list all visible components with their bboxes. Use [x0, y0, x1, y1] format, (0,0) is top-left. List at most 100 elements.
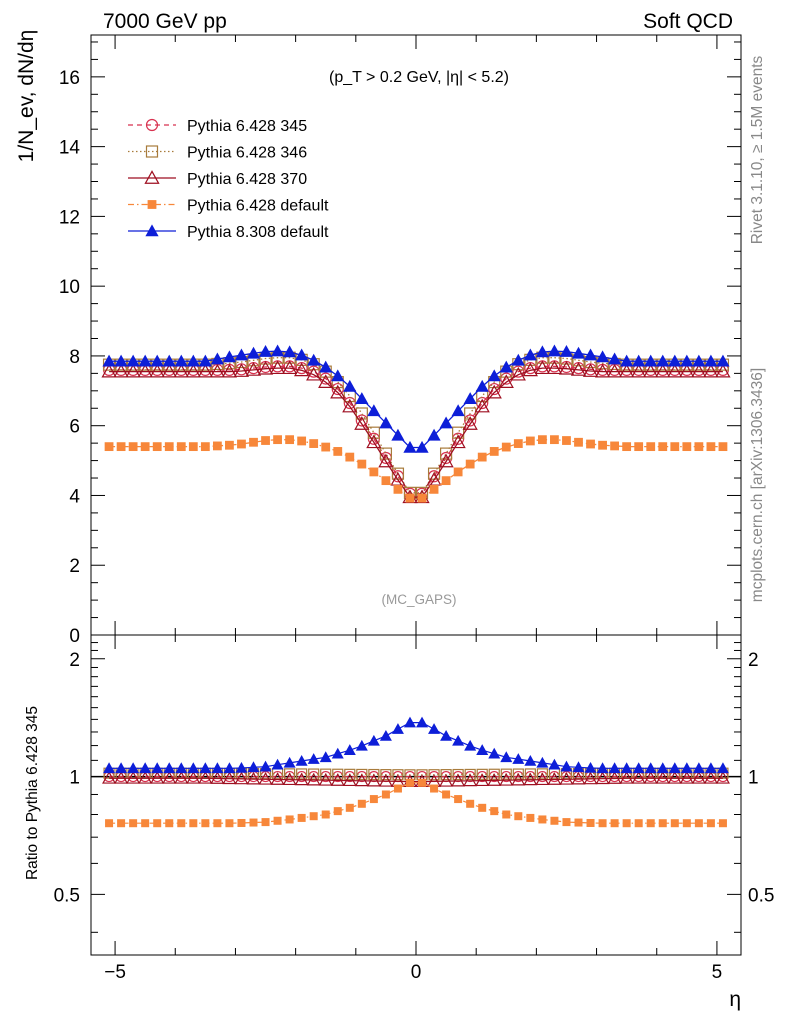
data-point — [453, 467, 463, 477]
ratio-point — [345, 803, 354, 812]
ratio-point — [463, 773, 478, 787]
data-point — [176, 442, 186, 452]
data-point — [464, 414, 477, 427]
ratio-point — [595, 771, 610, 785]
data-point — [465, 459, 475, 469]
data-point — [704, 354, 718, 367]
y-tick-label: 4 — [69, 486, 80, 507]
ratio-point — [237, 818, 246, 827]
y-tick-label: 16 — [59, 68, 80, 89]
data-point — [476, 396, 489, 410]
ratio-point — [500, 751, 513, 763]
data-point — [331, 369, 345, 382]
ratio-frame — [90, 634, 742, 956]
data-point — [367, 426, 380, 439]
ratio-point — [258, 772, 273, 785]
ratio-point — [330, 773, 345, 786]
ratio-point — [368, 768, 380, 781]
data-point — [646, 442, 656, 452]
ratio-point — [153, 819, 162, 828]
ratio-point — [512, 753, 525, 764]
ratio-point — [355, 739, 368, 751]
ratio-series-2 — [102, 771, 730, 788]
data-point — [441, 476, 451, 486]
data-point — [405, 493, 415, 503]
data-point — [222, 350, 237, 363]
data-point — [511, 353, 525, 366]
ratio-point — [571, 771, 586, 785]
legend-entry: Pythia 8.308 default — [187, 224, 329, 241]
ratio-point — [562, 818, 571, 827]
header-left: 7000 GeV pp — [103, 10, 227, 33]
data-point — [537, 435, 547, 445]
ratio-point — [201, 819, 210, 828]
data-point — [474, 398, 490, 413]
data-point — [463, 392, 477, 404]
data-point — [295, 348, 309, 361]
data-point — [513, 439, 523, 448]
data-point — [439, 416, 453, 429]
data-point — [233, 363, 250, 377]
series-line — [109, 365, 723, 495]
data-point — [501, 442, 511, 452]
data-point — [583, 348, 598, 361]
data-point — [125, 363, 141, 378]
data-point — [571, 346, 586, 359]
data-point — [114, 354, 128, 367]
legend: Pythia 6.428 345 Pythia 6.428 346 Pythia 6… — [128, 118, 329, 241]
data-point — [546, 360, 563, 375]
data-point — [333, 447, 343, 456]
ratio-point — [393, 784, 402, 793]
ratio-point — [333, 807, 342, 816]
ratio-line — [109, 722, 723, 769]
ratio-y-tick-label: 1 — [69, 768, 80, 789]
ratio-point — [488, 768, 500, 780]
data-point — [558, 360, 575, 375]
data-point — [343, 396, 356, 410]
data-point — [246, 346, 261, 359]
data-point — [270, 344, 285, 357]
ratio-point — [283, 756, 296, 768]
ratio-point — [524, 754, 537, 766]
data-point — [283, 345, 297, 358]
data-point — [126, 354, 140, 367]
ratio-panel: −5 0 5η 0.5 0.5 1 1 2 2 Ratio to Pythia 6.428 345 — [24, 634, 774, 1011]
ratio-point — [210, 771, 225, 784]
ratio-point — [177, 819, 186, 828]
data-point — [643, 363, 659, 378]
ratio-point — [129, 819, 138, 828]
data-point — [631, 363, 647, 378]
data-point — [258, 344, 273, 357]
data-point — [510, 366, 526, 381]
data-point — [342, 398, 358, 413]
data-point — [345, 452, 355, 462]
ratio-point — [583, 771, 598, 785]
data-point — [632, 354, 646, 367]
ratio-point — [610, 819, 619, 828]
data-point — [464, 407, 477, 420]
ratio-point — [634, 819, 643, 828]
data-point — [197, 363, 213, 378]
data-point — [237, 439, 246, 449]
ratio-point — [331, 747, 344, 759]
data-point — [644, 354, 658, 367]
ratio-point — [392, 769, 404, 781]
ratio-point — [297, 813, 306, 822]
ratio-point — [670, 819, 679, 828]
data-point — [692, 354, 706, 367]
data-point — [574, 437, 583, 447]
ratio-point — [163, 762, 176, 774]
x-axis-label: η — [729, 988, 741, 1011]
ratio-point — [222, 771, 237, 785]
ratio-point — [428, 769, 440, 781]
ratio-point — [523, 772, 538, 786]
data-point — [562, 436, 571, 445]
legend-marker — [145, 224, 159, 237]
data-point — [403, 440, 417, 453]
data-point — [452, 432, 465, 445]
ratio-point — [225, 819, 234, 828]
ratio-point — [598, 819, 607, 828]
ratio-point — [139, 762, 152, 774]
side-label-top: Rivet 3.1.10, ≥ 1.5M events — [749, 55, 766, 244]
ratio-point — [476, 768, 488, 780]
